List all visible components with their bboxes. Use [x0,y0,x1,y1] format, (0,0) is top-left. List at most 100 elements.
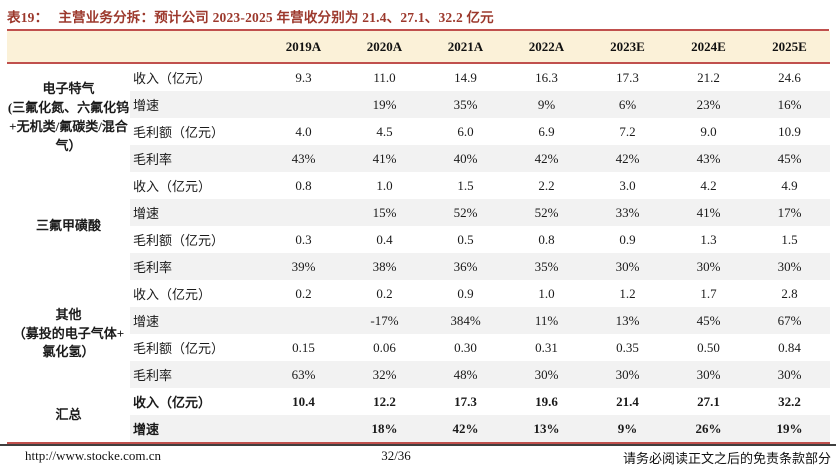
value-cell: 4.9 [781,177,798,193]
value-cell: 24.6 [778,69,801,85]
value-cell: 14.9 [454,69,477,85]
value-cell: 30% [749,361,830,388]
value-cell [263,91,344,118]
metric-label: 毛利额（亿元） [133,125,225,140]
metric-label: 毛利额（亿元） [133,233,225,248]
table-row: 三氟甲磺酸 收入（亿元） 0.8 1.0 1.5 2.2 3.0 4.2 4.9 [7,172,830,280]
table-number-label: 表19： [7,10,49,25]
value-cell: 0.2 [295,285,312,301]
value-cell: 4.2 [700,177,717,193]
value-cell: 45% [668,307,749,334]
value-cell: 17.3 [454,393,477,409]
value-cell: 26% [668,415,749,443]
value-cell: 30% [587,361,668,388]
value-cell: 19.6 [535,393,558,409]
value-cell: 4.5 [376,123,393,139]
table-row: 毛利额（亿元） 0.3 0.4 0.5 0.8 0.9 1.3 1.5 [7,226,830,253]
year-header: 2024E [668,31,749,64]
value-cell: 0.30 [454,339,477,355]
value-cell: 42% [506,145,587,172]
title-divider [7,29,829,31]
value-cell: 1.2 [619,285,636,301]
value-cell: 1.5 [457,177,474,193]
value-cell: 35% [506,253,587,280]
table-row: 毛利率 63% 32% 48% 30% 30% 30% 30% [7,361,830,388]
value-cell: 16% [749,91,830,118]
group-name-electronic-gases: 电子特气 (三氟化氮、六氟化钨 +无机类/氟碳类/混合 气） [7,63,130,172]
year-header: 2021A [425,31,506,64]
year-header: 2025E [749,31,830,64]
value-cell: 17% [749,199,830,226]
value-cell: 42% [587,145,668,172]
group-name-others: 其他 （募投的电子气体+ 氯化氢） [7,280,130,388]
value-cell: 45% [749,145,830,172]
value-cell [263,415,344,443]
group-name-summary: 汇总 [7,388,130,443]
value-cell: 19% [344,91,425,118]
table-row: 毛利额（亿元） 0.15 0.06 0.30 0.31 0.35 0.50 0.… [7,334,830,361]
year-header: 2019A [263,31,344,64]
value-cell: 38% [344,253,425,280]
value-cell: 1.0 [376,177,393,193]
table-row: 增速 -17% 384% 11% 13% 45% 67% [7,307,830,334]
value-cell: 41% [668,199,749,226]
value-cell: 30% [506,361,587,388]
value-cell: 30% [749,253,830,280]
value-cell: 6% [587,91,668,118]
value-cell [263,307,344,334]
metric-label: 增速 [130,199,263,226]
table-row: 电子特气 (三氟化氮、六氟化钨 +无机类/氟碳类/混合 气） 收入（亿元） 9.… [7,63,830,172]
value-cell: 13% [587,307,668,334]
metric-label: 收入（亿元） [133,287,212,302]
value-cell: 0.2 [376,285,393,301]
value-cell: 21.4 [616,393,639,409]
value-cell: 30% [668,361,749,388]
value-cell: 9% [587,415,668,443]
metric-label: 增速 [130,91,263,118]
value-cell: 27.1 [697,393,720,409]
value-cell: 0.35 [616,339,639,355]
value-cell: 7.2 [619,123,636,139]
value-cell: 6.0 [457,123,474,139]
value-cell: 2.8 [781,285,798,301]
value-cell: 11.0 [373,69,396,85]
value-cell: 6.9 [538,123,555,139]
value-cell: 40% [425,145,506,172]
table-body: 电子特气 (三氟化氮、六氟化钨 +无机类/氟碳类/混合 气） 收入（亿元） 9.… [7,63,830,443]
table-row: 增速 18% 42% 13% 9% 26% 19% [7,415,830,443]
value-cell [263,199,344,226]
metric-label: 增速 [130,415,263,443]
value-cell: 0.50 [697,339,720,355]
value-cell: 9.0 [700,123,717,139]
footer-divider [0,444,836,446]
value-cell: 0.9 [457,285,474,301]
table-row: 其他 （募投的电子气体+ 氯化氢） 收入（亿元） 0.2 0.2 0.9 1.0… [7,280,830,388]
value-cell: 4.0 [295,123,312,139]
year-header: 2020A [344,31,425,64]
value-cell: 0.84 [778,339,801,355]
value-cell: 32.2 [778,393,801,409]
table-row: 毛利率 43% 41% 40% 42% 42% 43% 45% [7,145,830,172]
value-cell: 23% [668,91,749,118]
value-cell: 48% [425,361,506,388]
metric-header-empty [130,31,263,64]
table-row: 汇总 收入（亿元） 10.4 12.2 17.3 19.6 21.4 27.1 … [7,388,830,443]
header-row: 2019A 2020A 2021A 2022A 2023E 2024E 2025… [7,31,830,64]
value-cell: 1.0 [538,285,555,301]
value-cell: 3.0 [619,177,636,193]
metric-label: 收入（亿元） [133,179,212,194]
value-cell: 63% [263,361,344,388]
table-header: 2019A 2020A 2021A 2022A 2023E 2024E 2025… [7,31,830,64]
value-cell: 67% [749,307,830,334]
value-cell: 30% [587,253,668,280]
footer-page-number: 32/36 [381,448,411,463]
value-cell: -17% [344,307,425,334]
value-cell: 36% [425,253,506,280]
metric-label: 增速 [130,307,263,334]
year-header: 2022A [506,31,587,64]
value-cell: 2.2 [538,177,555,193]
value-cell: 52% [506,199,587,226]
value-cell: 41% [344,145,425,172]
value-cell: 17.3 [616,69,639,85]
